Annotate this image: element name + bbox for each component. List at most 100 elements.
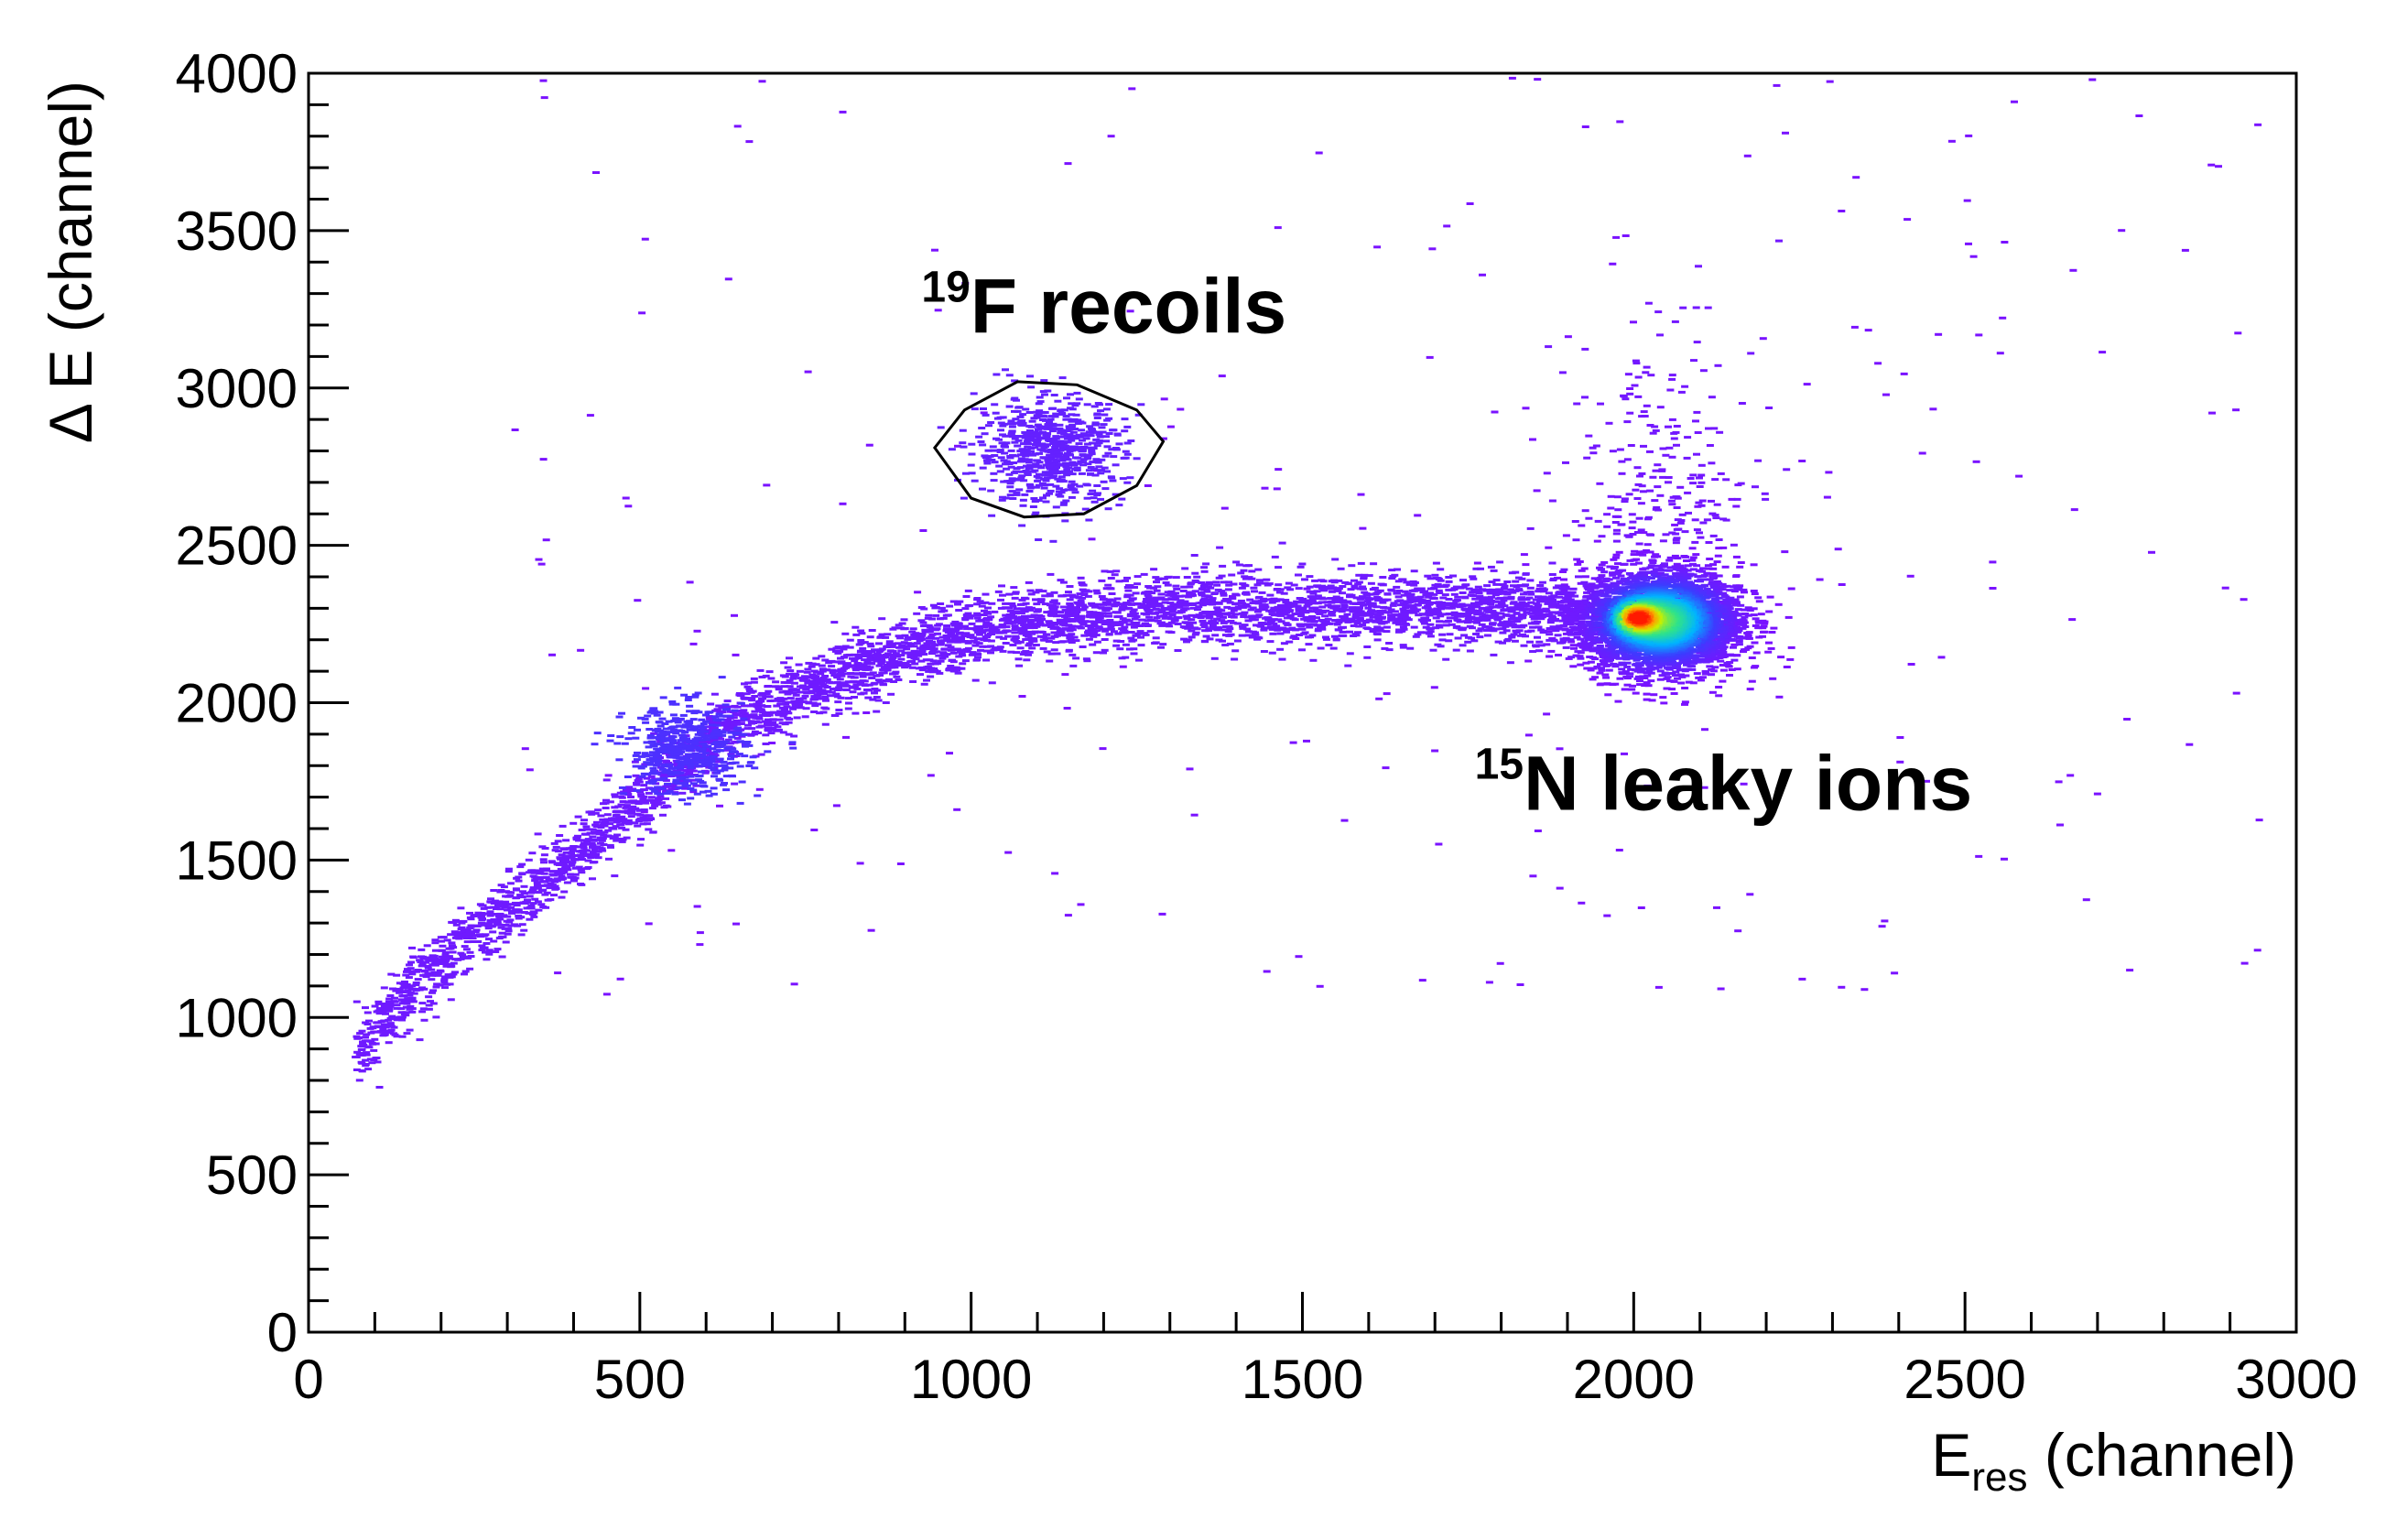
data-point	[403, 1002, 411, 1005]
data-point	[1825, 471, 1833, 474]
data-point	[1643, 681, 1651, 685]
data-point	[1274, 566, 1283, 569]
data-point	[1543, 712, 1551, 716]
data-point	[556, 834, 564, 837]
data-point	[954, 602, 961, 606]
data-point	[1312, 609, 1320, 613]
data-point	[1689, 556, 1697, 559]
data-point	[1783, 666, 1791, 668]
data-point	[1529, 438, 1536, 441]
data-point	[851, 696, 858, 699]
data-point	[1194, 608, 1201, 612]
data-point	[1653, 564, 1661, 568]
data-point	[1767, 646, 1775, 650]
data-point	[1450, 602, 1459, 605]
data-point	[1754, 620, 1762, 624]
data-point	[1034, 616, 1042, 620]
data-point	[1004, 851, 1013, 854]
data-point	[1011, 624, 1019, 628]
data-point	[1605, 668, 1613, 672]
data-point	[386, 1022, 395, 1025]
data-point	[1363, 656, 1372, 659]
data-point	[1083, 659, 1091, 663]
data-point	[1503, 580, 1512, 583]
data-point	[1577, 663, 1585, 667]
data-point	[2099, 351, 2107, 354]
data-point	[1625, 535, 1633, 538]
data-point	[1715, 547, 1723, 550]
data-point	[1632, 488, 1640, 492]
data-point	[845, 701, 852, 705]
data-point	[1558, 608, 1567, 611]
data-point	[2066, 774, 2075, 777]
data-point	[616, 977, 624, 981]
data-point	[765, 670, 774, 674]
data-point	[1975, 333, 1983, 337]
data-point	[1900, 372, 1908, 375]
data-point	[1119, 617, 1127, 621]
data-point	[772, 680, 780, 684]
data-point	[785, 721, 793, 724]
data-point	[1476, 597, 1484, 600]
data-point	[425, 1007, 433, 1011]
data-point	[1738, 402, 1746, 405]
data-point	[804, 700, 812, 704]
data-point	[1649, 475, 1657, 479]
data-point	[750, 680, 758, 684]
data-point	[1732, 504, 1741, 508]
data-point	[1459, 591, 1467, 594]
data-point	[1526, 586, 1535, 590]
data-point	[1510, 601, 1518, 604]
data-point	[686, 580, 694, 584]
data-point	[973, 597, 982, 600]
data-point	[1410, 569, 1418, 573]
data-point	[743, 685, 752, 689]
data-point	[1527, 592, 1535, 596]
data-point	[1318, 625, 1327, 629]
data-point	[613, 809, 621, 813]
data-point	[1025, 650, 1034, 654]
data-point	[1130, 652, 1138, 656]
data-point	[937, 659, 945, 663]
data-point	[1838, 985, 1846, 989]
data-point	[992, 646, 999, 650]
data-point	[990, 648, 998, 652]
data-point	[786, 697, 795, 700]
data-point	[1750, 607, 1758, 611]
data-point	[1669, 495, 1677, 499]
data-point	[1534, 78, 1542, 81]
data-point	[1726, 589, 1734, 592]
data-point	[1492, 579, 1501, 582]
data-point	[461, 972, 468, 976]
data-point	[1274, 618, 1283, 622]
data-point	[929, 659, 938, 663]
data-point	[519, 890, 527, 894]
data-point	[362, 1063, 370, 1066]
data-point	[1535, 640, 1544, 644]
data-point	[498, 931, 506, 935]
data-point	[1589, 678, 1597, 681]
data-point	[2181, 248, 2189, 252]
data-point	[767, 677, 776, 680]
data-point	[769, 721, 777, 724]
data-point	[667, 849, 676, 852]
data-point	[1253, 583, 1262, 587]
data-point	[1460, 634, 1469, 637]
data-point	[1708, 396, 1716, 399]
data-point	[386, 1004, 395, 1008]
data-point	[829, 671, 837, 675]
data-point	[1185, 638, 1193, 642]
data-point	[868, 629, 876, 632]
data-point	[1520, 553, 1528, 557]
data-point	[1145, 615, 1154, 619]
data-point	[1387, 608, 1395, 612]
data-point	[1639, 490, 1647, 493]
data-point	[768, 742, 776, 744]
data-point	[1637, 502, 1645, 505]
data-point	[469, 937, 477, 940]
data-point	[776, 710, 785, 713]
data-point	[1220, 506, 1229, 510]
data-point	[1500, 599, 1508, 602]
data-point	[799, 697, 808, 700]
data-point	[1860, 988, 1869, 992]
